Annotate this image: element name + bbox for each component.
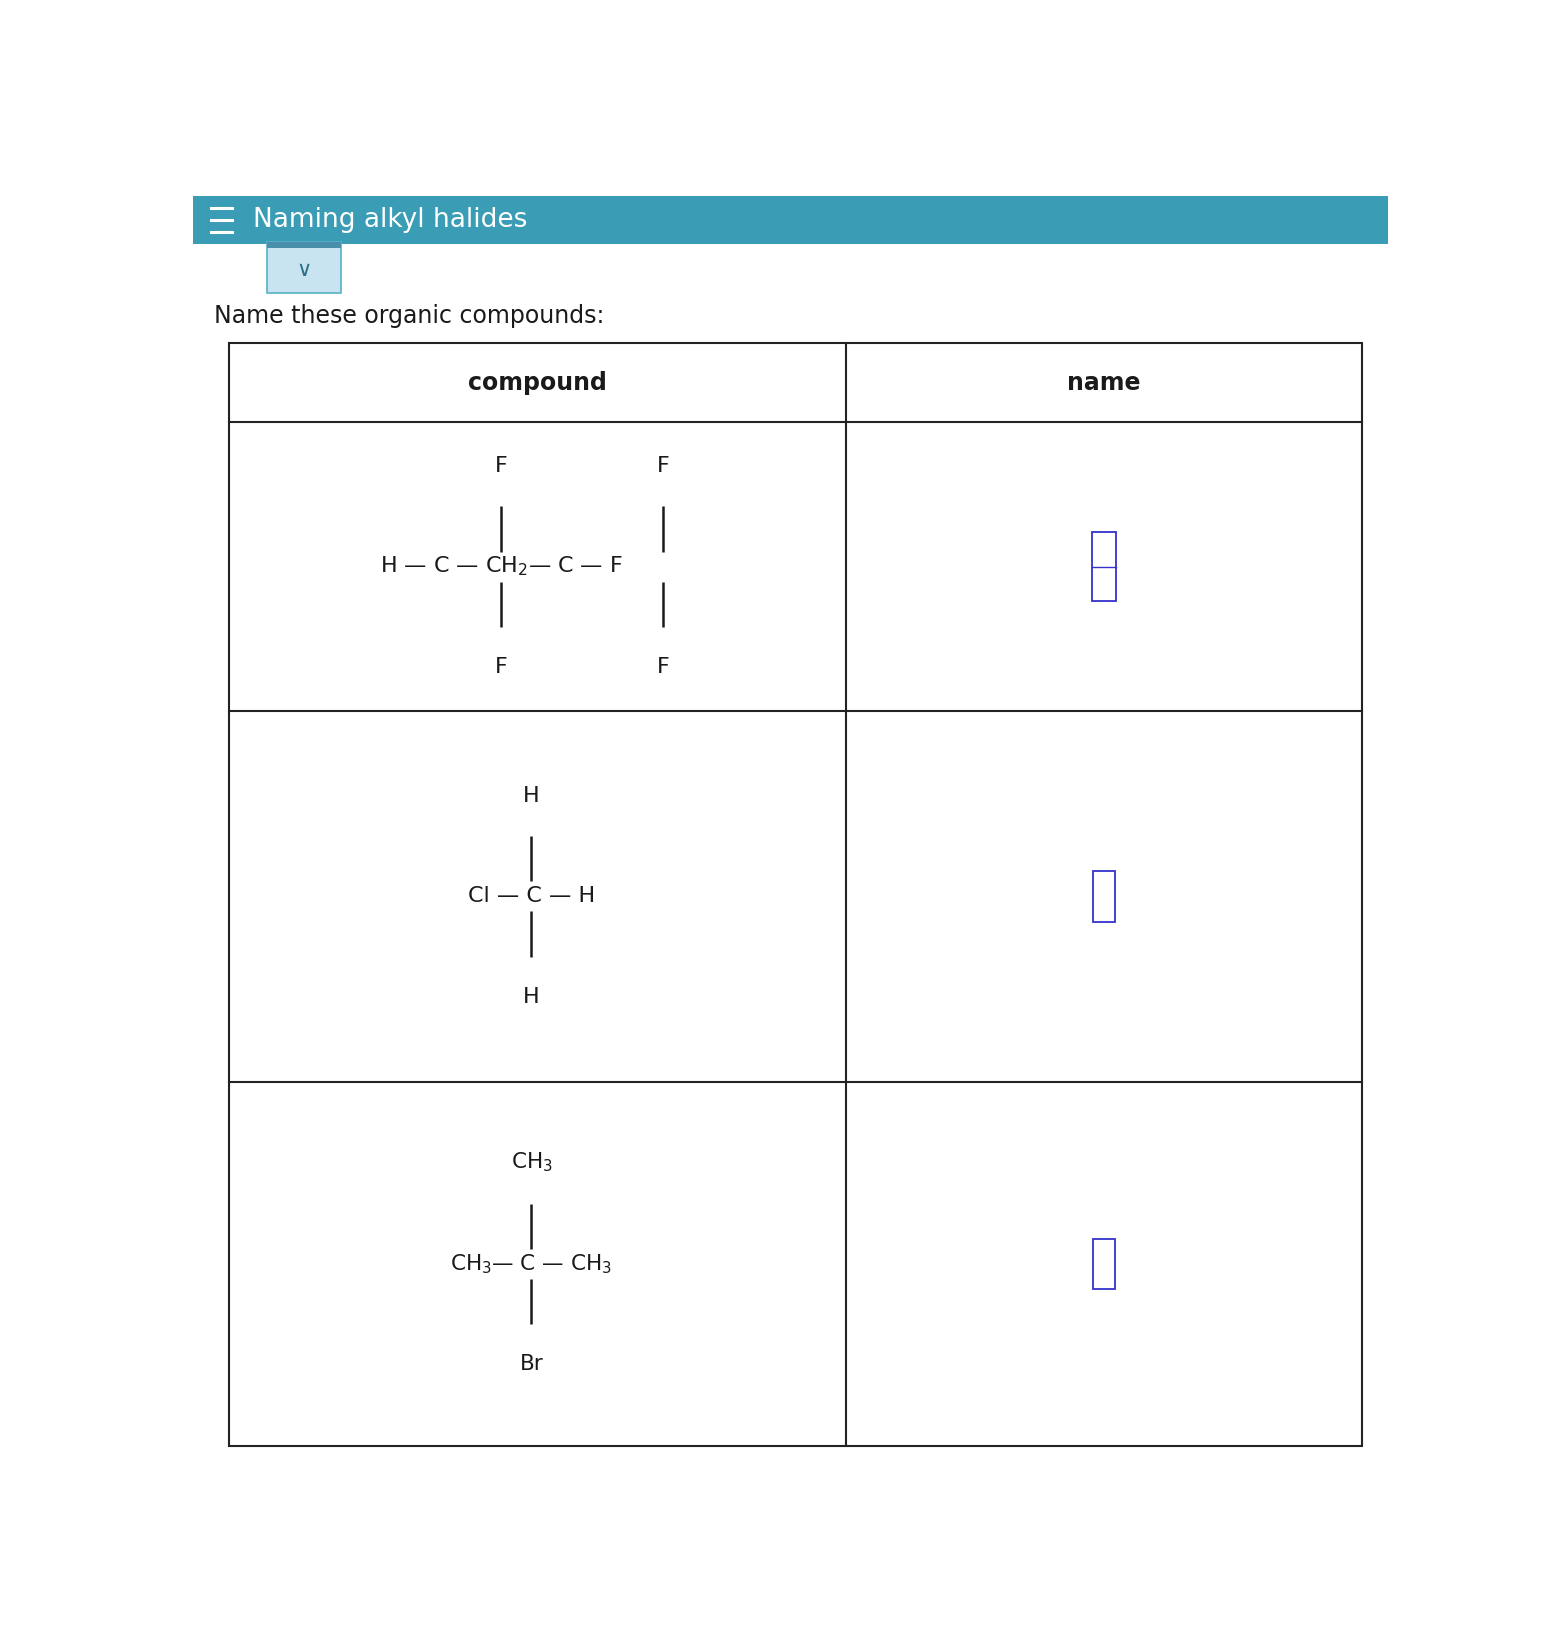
Bar [1092,532,1116,601]
Text: H — C — CH$_2$— C — F: H — C — CH$_2$— C — F [379,555,623,578]
Bar [193,196,1388,243]
Text: name: name [1067,370,1141,395]
Text: F: F [495,457,507,477]
Text: F: F [657,457,669,477]
Bar [1093,1239,1115,1289]
Text: Naming alkyl halides: Naming alkyl halides [253,207,527,233]
Bar [267,242,341,292]
Text: CH$_3$— C — CH$_3$: CH$_3$— C — CH$_3$ [450,1252,612,1276]
Text: F: F [495,658,507,677]
Bar [267,242,341,248]
Text: compound: compound [467,370,606,395]
Text: CH$_3$: CH$_3$ [510,1151,552,1173]
Text: H: H [523,987,540,1007]
Text: ∨: ∨ [296,259,311,281]
Text: Name these organic compounds:: Name these organic compounds: [214,305,604,328]
Bar [228,343,1362,1446]
Text: Br: Br [520,1355,543,1374]
Text: Cl — C — H: Cl — C — H [467,886,595,906]
Text: F: F [657,658,669,677]
Bar [1093,871,1115,922]
Text: H: H [523,787,540,806]
